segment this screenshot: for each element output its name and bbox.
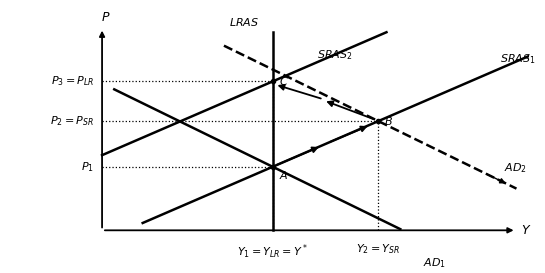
Text: $AD_1$: $AD_1$ [423,256,446,270]
Text: $Y_1=Y_{LR}=Y^*$: $Y_1=Y_{LR}=Y^*$ [237,242,308,261]
Text: $P_2=P_{SR}$: $P_2=P_{SR}$ [50,114,94,128]
Text: $Y_2=Y_{SR}$: $Y_2=Y_{SR}$ [356,242,401,256]
Text: $SRAS_1$: $SRAS_1$ [500,53,536,66]
Text: $A$: $A$ [279,169,288,181]
Text: $P_1$: $P_1$ [81,160,94,174]
Text: $P_3=P_{LR}$: $P_3=P_{LR}$ [51,75,94,88]
Text: $LRAS$: $LRAS$ [229,16,259,28]
Text: $C$: $C$ [279,75,288,87]
Text: $SRAS_2$: $SRAS_2$ [317,48,353,62]
Text: $AD_2$: $AD_2$ [504,161,527,175]
Text: $P$: $P$ [101,11,111,24]
Text: $Y$: $Y$ [520,224,531,237]
Text: $B$: $B$ [384,115,393,127]
